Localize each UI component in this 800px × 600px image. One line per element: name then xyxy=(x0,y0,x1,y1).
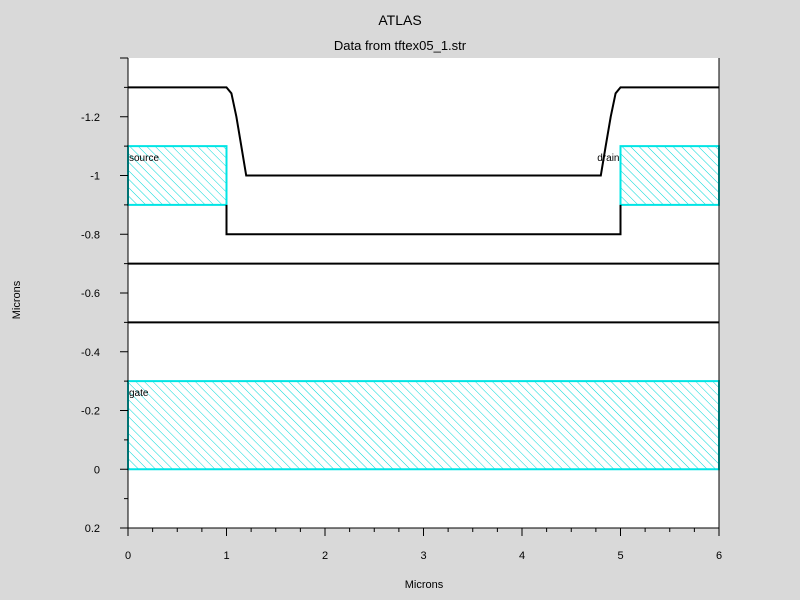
y-axis-title: Microns xyxy=(11,280,23,319)
x-tick-label: 2 xyxy=(322,550,328,562)
x-tick-label: 3 xyxy=(420,550,426,562)
y-tick-label: -0.8 xyxy=(81,229,100,241)
y-tick-label: -0.2 xyxy=(81,406,100,418)
electrode-gate xyxy=(127,380,720,471)
electrode-label-source: source xyxy=(129,153,159,164)
x-axis-title: Microns xyxy=(405,579,444,591)
material-boundary-0 xyxy=(128,86,719,177)
electrode-label-gate: gate xyxy=(129,388,149,399)
y-tick-label: -1 xyxy=(90,171,100,183)
electrode-label-drain: drain xyxy=(597,153,619,164)
y-tick-label: 0 xyxy=(94,464,100,476)
x-tick-label: 6 xyxy=(716,550,722,562)
x-tick-label: 5 xyxy=(617,550,623,562)
plot-subtitle: Data from tftex05_1.str xyxy=(333,38,467,53)
y-tick-label: 0.2 xyxy=(85,523,100,535)
x-tick-label: 1 xyxy=(223,550,229,562)
x-tick-label: 0 xyxy=(125,550,131,562)
material-boundary-2 xyxy=(225,204,622,236)
electrode-drain xyxy=(619,145,720,206)
electrode-source xyxy=(127,145,228,206)
y-tick-label: -0.4 xyxy=(81,347,100,359)
x-tick-label: 4 xyxy=(519,550,525,562)
y-tick-label: -1.2 xyxy=(81,112,100,124)
y-tick-label: -0.6 xyxy=(81,288,100,300)
plot-title: ATLAS xyxy=(378,12,422,28)
